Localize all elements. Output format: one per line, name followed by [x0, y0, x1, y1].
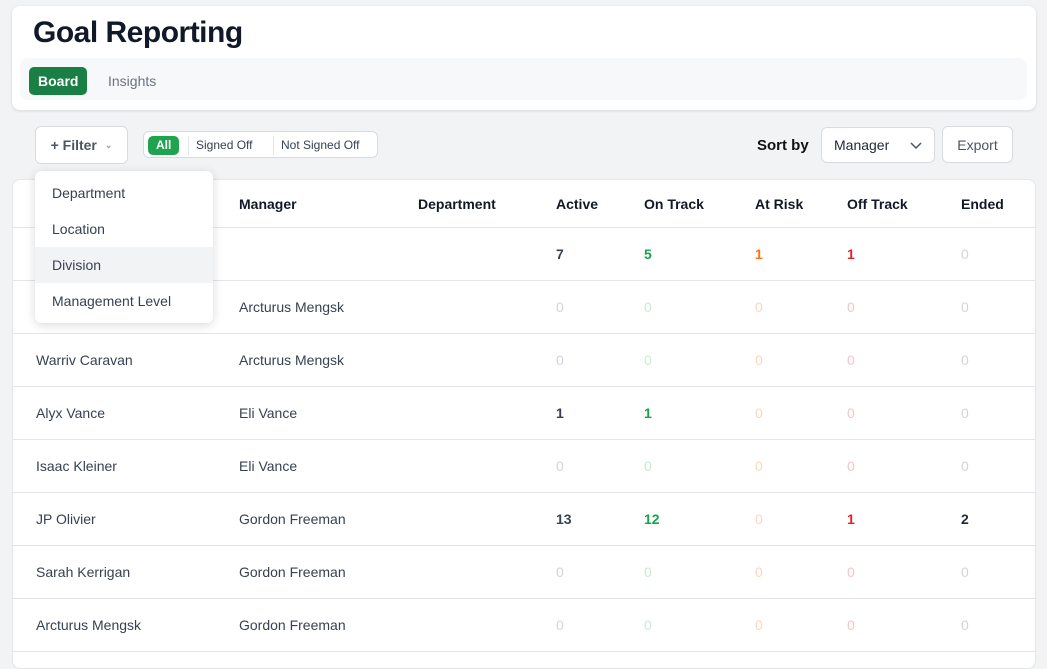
- filter-option-location[interactable]: Location: [52, 221, 105, 237]
- column-header-active[interactable]: Active: [556, 195, 599, 212]
- cell-manager: Eli Vance: [239, 458, 298, 474]
- filter-button[interactable]: + Filter ⌄: [35, 126, 128, 164]
- cell-active: 0: [556, 352, 564, 368]
- table-row[interactable]: Isaac Kleiner Eli Vance 0 0 0 0 0: [13, 440, 1035, 493]
- cell-on-track: 0: [644, 617, 652, 633]
- cell-at-risk: 0: [755, 458, 763, 474]
- cell-on-track: 12: [644, 511, 660, 527]
- page-title: Goal Reporting: [33, 16, 243, 49]
- tab-bar: Board Insights: [20, 58, 1027, 100]
- cell-active: 0: [556, 458, 564, 474]
- cell-name: Isaac Kleiner: [36, 458, 117, 474]
- sort-select[interactable]: Manager: [821, 127, 935, 163]
- cell-manager: Gordon Freeman: [239, 511, 346, 527]
- cell-on-track: 0: [644, 299, 652, 315]
- cell-ended: 0: [961, 564, 969, 580]
- cell-off-track: 0: [847, 458, 855, 474]
- cell-off-track: 0: [847, 405, 855, 421]
- column-header-manager[interactable]: Manager: [239, 195, 297, 212]
- table-row[interactable]: JP Olivier Gordon Freeman 13 12 0 1 2: [13, 493, 1035, 546]
- cell-on-track: 0: [644, 564, 652, 580]
- segment-signed-off[interactable]: Signed Off: [188, 136, 252, 155]
- sort-by-label: Sort by: [757, 137, 809, 154]
- cell-at-risk: 1: [755, 246, 763, 262]
- column-header-department[interactable]: Department: [418, 195, 496, 212]
- cell-off-track: 1: [847, 246, 855, 262]
- cell-manager: Arcturus Mengsk: [239, 299, 345, 315]
- cell-on-track: 1: [644, 405, 652, 421]
- cell-name: Arcturus Mengsk: [36, 617, 142, 633]
- cell-manager: Arcturus Mengsk: [239, 352, 345, 368]
- cell-at-risk: 0: [755, 564, 763, 580]
- cell-at-risk: 0: [755, 352, 763, 368]
- table-row[interactable]: Sarah Kerrigan Gordon Freeman 0 0 0 0 0: [13, 546, 1035, 599]
- cell-at-risk: 0: [755, 511, 763, 527]
- cell-off-track: 0: [847, 617, 855, 633]
- cell-name: Sarah Kerrigan: [36, 564, 131, 580]
- table-row[interactable]: Warriv Caravan Arcturus Mengsk 0 0 0 0 0: [13, 334, 1035, 387]
- cell-ended: 2: [961, 511, 969, 527]
- sort-value: Manager: [834, 137, 890, 153]
- segment-not-signed-off[interactable]: Not Signed Off: [273, 136, 360, 155]
- column-header-on-track[interactable]: On Track: [644, 195, 704, 212]
- table-row[interactable]: Arcturus Mengsk Gordon Freeman 0 0 0 0 0: [13, 599, 1035, 652]
- cell-manager: Gordon Freeman: [239, 617, 346, 633]
- filter-label: + Filter: [50, 137, 97, 153]
- cell-at-risk: 0: [755, 617, 763, 633]
- column-header-ended[interactable]: Ended: [961, 195, 1004, 212]
- cell-off-track: 1: [847, 511, 855, 527]
- table-header-row: Manager Department Active On Track At Risk Of…: [13, 180, 1035, 228]
- export-button[interactable]: Export: [942, 126, 1013, 163]
- filter-option-department[interactable]: Department: [52, 185, 126, 201]
- segment-all[interactable]: All: [148, 136, 180, 155]
- cell-active: 7: [556, 246, 564, 262]
- filter-dropdown-menu: Department Location Division Management …: [35, 171, 213, 323]
- chevron-down-icon: ⌄: [104, 139, 113, 150]
- cell-active: 0: [556, 617, 564, 633]
- signoff-segmented-control: All Signed Off Not Signed Off: [143, 131, 378, 158]
- cell-at-risk: 0: [755, 299, 763, 315]
- cell-ended: 0: [961, 299, 969, 315]
- cell-manager: Eli Vance: [239, 405, 298, 421]
- column-header-at-risk[interactable]: At Risk: [755, 195, 804, 212]
- chevron-down-icon: [910, 137, 922, 153]
- cell-on-track: 0: [644, 458, 652, 474]
- cell-on-track: 5: [644, 246, 652, 262]
- table-row[interactable]: Arcturus Mengsk 0 0 0 0 0: [13, 281, 1035, 334]
- cell-ended: 0: [961, 458, 969, 474]
- filter-option-division[interactable]: Division: [35, 247, 213, 283]
- cell-on-track: 0: [644, 352, 652, 368]
- tab-board[interactable]: Board: [29, 67, 88, 95]
- table-row[interactable]: 7 5 1 1 0: [13, 228, 1035, 281]
- filter-option-management-level[interactable]: Management Level: [52, 293, 172, 309]
- cell-at-risk: 0: [755, 405, 763, 421]
- cell-ended: 0: [961, 405, 969, 421]
- cell-active: 13: [556, 511, 572, 527]
- cell-manager: Gordon Freeman: [239, 564, 346, 580]
- cell-off-track: 0: [847, 352, 855, 368]
- tab-insights[interactable]: Insights: [108, 73, 157, 89]
- cell-active: 0: [556, 299, 564, 315]
- column-header-off-track[interactable]: Off Track: [847, 195, 908, 212]
- cell-name: Alyx Vance: [36, 405, 105, 421]
- cell-off-track: 0: [847, 564, 855, 580]
- table-row[interactable]: Alyx Vance Eli Vance 1 1 0 0 0: [13, 387, 1035, 440]
- cell-name: Warriv Caravan: [36, 352, 133, 368]
- cell-name: JP Olivier: [36, 511, 96, 527]
- cell-active: 1: [556, 405, 564, 421]
- cell-ended: 0: [961, 352, 969, 368]
- cell-active: 0: [556, 564, 564, 580]
- cell-off-track: 0: [847, 299, 855, 315]
- cell-ended: 0: [961, 246, 969, 262]
- cell-ended: 0: [961, 617, 969, 633]
- page-header: Goal Reporting Board Insights: [12, 6, 1036, 110]
